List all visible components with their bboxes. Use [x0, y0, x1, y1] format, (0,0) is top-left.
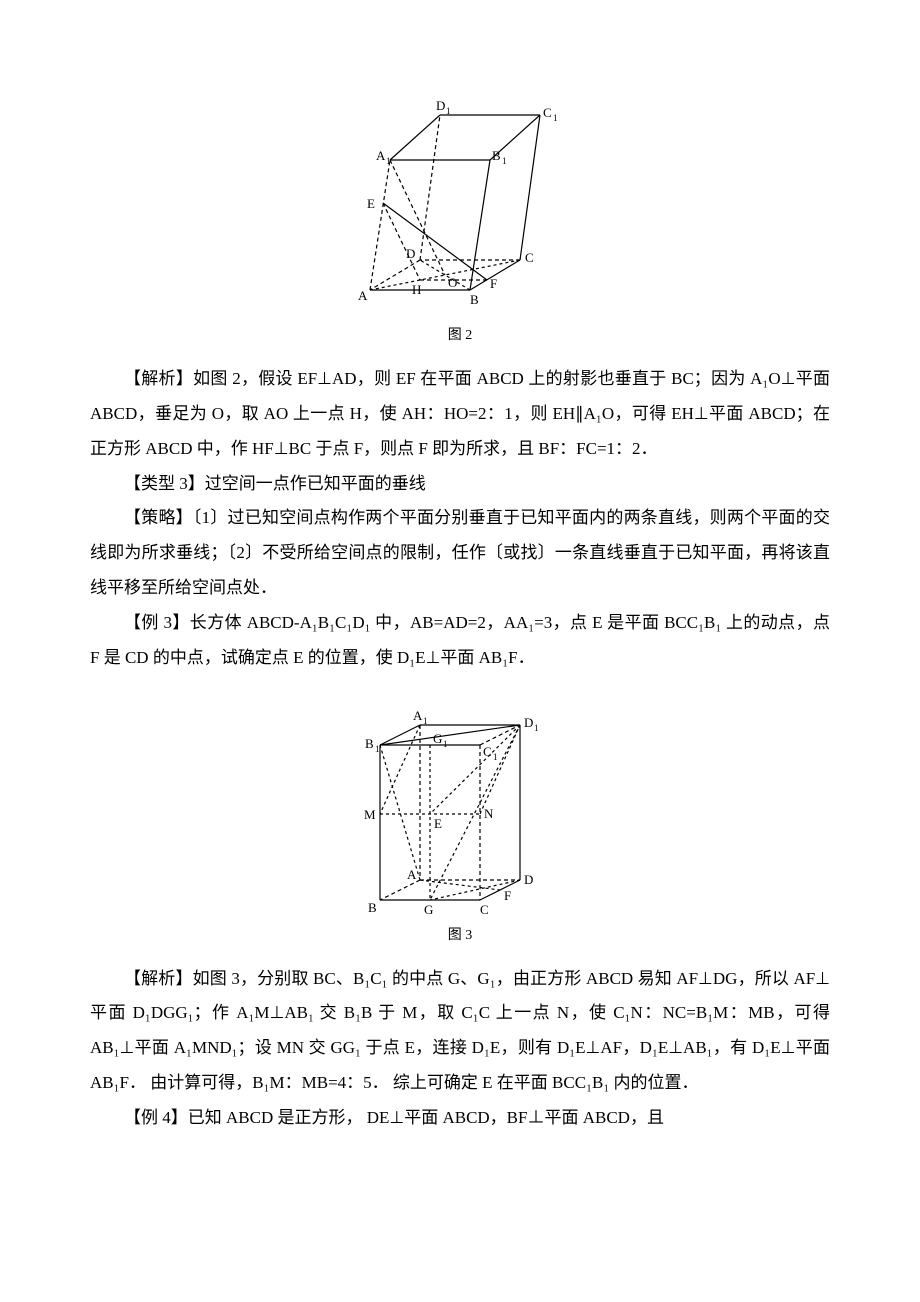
label2-M: M [364, 807, 376, 822]
label2-N: N [484, 806, 494, 821]
label-O: O [448, 275, 457, 290]
label-D1: D [436, 98, 445, 113]
label-B1: B [492, 148, 501, 163]
figure-2: A1 D1 B1 C1 G1 M E N A D B G C F [360, 690, 560, 920]
label-A1: A [376, 148, 386, 163]
label2-A1: A [413, 708, 423, 723]
label2-A: A [407, 867, 417, 882]
example-3: 【例 3】长方体 ABCD-A₁B₁C₁D₁ 中，AB=AD=2，AA₁=3，点… [90, 606, 830, 676]
label-F: F [490, 276, 497, 291]
svg-text:1: 1 [375, 744, 380, 754]
figure-1-caption: 图 2 [90, 324, 830, 344]
example-4: 【例 4】已知 ABCD 是正方形， DE⊥平面 ABCD，BF⊥平面 ABCD… [90, 1101, 830, 1136]
label2-G1: G [433, 731, 442, 746]
label-B: B [470, 292, 479, 307]
label-C1: C [543, 105, 552, 120]
svg-text:1: 1 [443, 739, 448, 749]
label2-F: F [504, 888, 511, 903]
label2-G: G [424, 902, 433, 917]
figure-2-caption: 图 3 [90, 924, 830, 944]
svg-text:1: 1 [502, 156, 507, 166]
label2-D: D [524, 872, 533, 887]
label2-B1: B [365, 736, 374, 751]
strategy-3: 【策略】〔1〕过已知空间点构作两个平面分别垂直于已知平面内的两条直线，则两个平面… [90, 501, 830, 606]
label2-C1: C [483, 744, 492, 759]
label2-C: C [480, 902, 489, 917]
label2-B: B [368, 900, 377, 915]
analysis-3: 【解析】如图 3，分别取 BC、B₁C₁ 的中点 G、G₁，由正方形 ABCD … [90, 962, 830, 1101]
label2-E: E [434, 816, 442, 831]
figure-1: D1 C1 A1 B1 E D C O A H F B [350, 90, 570, 320]
type-3-heading: 【类型 3】过空间一点作已知平面的垂线 [90, 467, 830, 502]
svg-text:1: 1 [386, 156, 391, 166]
svg-text:1: 1 [534, 723, 539, 733]
svg-text:1: 1 [553, 113, 558, 123]
analysis-1: 【解析】如图 2，假设 EF⊥AD，则 EF 在平面 ABCD 上的射影也垂直于… [90, 362, 830, 467]
label-C: C [525, 250, 534, 265]
label-A: A [358, 288, 368, 303]
label-H: H [412, 282, 421, 297]
label2-D1: D [524, 715, 533, 730]
svg-text:1: 1 [493, 752, 498, 762]
svg-text:1: 1 [446, 106, 451, 116]
label-D: D [406, 246, 415, 261]
label-E: E [367, 196, 375, 211]
svg-text:1: 1 [423, 716, 428, 726]
